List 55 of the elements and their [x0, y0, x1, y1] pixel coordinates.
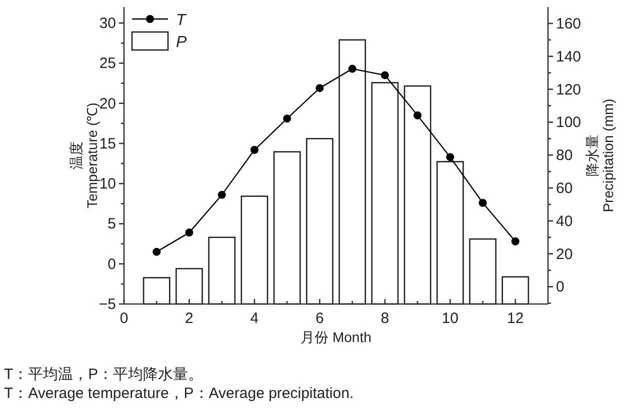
y-tick-label: 25 — [99, 55, 116, 72]
bar — [469, 238, 496, 305]
bar — [176, 268, 203, 305]
bar — [208, 236, 236, 305]
y2-tick-label: 40 — [556, 212, 573, 230]
x-tick-label: 6 — [316, 310, 324, 327]
y-axis-title: 温度 Temperature (℃) — [68, 102, 100, 208]
bar — [306, 138, 334, 305]
y2-tick-label: 140 — [556, 48, 582, 66]
y-tick-label: 15 — [99, 135, 116, 152]
text: T：平均温，P：平均降水量。 — [4, 366, 204, 383]
x-tick-label: 12 — [507, 310, 524, 327]
point — [218, 190, 226, 199]
point — [283, 114, 292, 123]
legend-label: T — [176, 12, 187, 29]
text: T：Average temperature，P：Average precipitation. — [4, 385, 354, 402]
point — [414, 111, 422, 120]
bar — [142, 277, 170, 305]
point — [250, 146, 258, 154]
point — [511, 237, 520, 246]
y2-axis-title: 降水量 Precipitation (mm) — [584, 98, 616, 212]
bar — [371, 82, 399, 305]
x-tick-label: 4 — [250, 310, 259, 327]
point — [185, 228, 194, 237]
y2-tick-label: 60 — [556, 180, 573, 197]
x-tick-label: 8 — [380, 310, 390, 327]
x-axis-title: 月份 Month — [300, 329, 372, 345]
y-tick-label: 10 — [99, 176, 116, 193]
x-tick-label: 2 — [185, 310, 194, 327]
y2-tick-label: 0 — [556, 278, 564, 296]
y-tick-label: 20 — [99, 95, 116, 112]
y2-tick-label: 80 — [556, 147, 573, 164]
bar — [436, 161, 464, 305]
x-tick-label: 0 — [120, 310, 128, 327]
y-tick-label: 30 — [99, 15, 116, 32]
point — [446, 153, 454, 162]
y-tick-label: −5 — [98, 296, 116, 313]
y2-tick-label: 160 — [556, 15, 582, 32]
x-tick-label: 10 — [442, 310, 458, 327]
point — [152, 248, 161, 256]
bar — [502, 276, 530, 305]
y-tick-label: 0 — [108, 256, 116, 273]
bar — [404, 85, 432, 305]
point — [478, 198, 487, 207]
bar — [240, 196, 268, 305]
y2-tick-label: 20 — [556, 246, 573, 263]
point — [348, 64, 356, 73]
y2-tick-label: 100 — [556, 114, 582, 132]
point — [316, 84, 324, 92]
point — [380, 71, 389, 80]
y2-tick-label: 120 — [556, 81, 582, 98]
legend-label: P — [176, 34, 187, 51]
bar — [273, 151, 301, 305]
bar — [338, 39, 366, 305]
y-tick-label: 5 — [108, 216, 116, 233]
